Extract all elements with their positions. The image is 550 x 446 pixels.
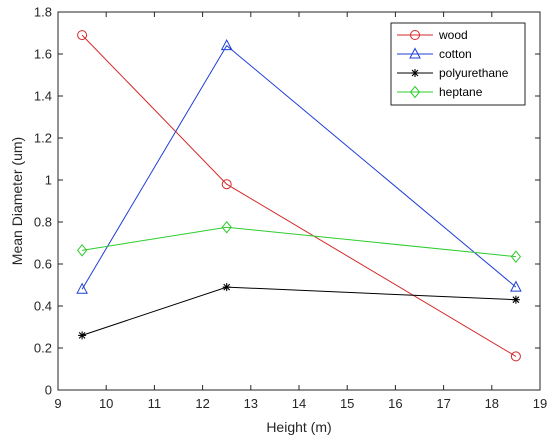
x-tick-label: 16 <box>388 396 402 411</box>
asterisk-stroke <box>512 296 520 304</box>
y-axis-title: Mean Diameter (um) <box>9 137 25 265</box>
data-point-wood <box>77 30 88 41</box>
data-point-heptane <box>221 220 232 234</box>
legend-label-heptane: heptane <box>439 85 483 99</box>
data-point-heptane <box>510 250 522 263</box>
y-tick-label: 0.4 <box>34 299 52 314</box>
series-layer <box>76 30 522 362</box>
data-point-polyurethane <box>511 295 520 304</box>
y-tick-label: 1.4 <box>34 89 52 104</box>
legend-box <box>390 22 526 106</box>
data-point-heptane <box>76 244 88 257</box>
legend-marker-wood <box>410 30 420 40</box>
legend-marker-polyurethane <box>411 69 419 77</box>
data-point-cotton <box>76 282 88 294</box>
x-axis-title: Height (m) <box>266 419 331 435</box>
x-tick-label: 14 <box>292 396 306 411</box>
asterisk-stroke <box>223 283 231 291</box>
asterisk-stroke <box>411 69 419 77</box>
x-tick-label: 10 <box>99 396 113 411</box>
x-tick-label: 9 <box>54 396 61 411</box>
legend: wood cotton polyurethane heptane <box>390 22 526 106</box>
x-tick-label: 13 <box>244 396 258 411</box>
ticks-layer: 9 10 11 12 13 14 15 16 17 18 19 0 0.2 0.4 0.6 0.8 1 1.2 1.… <box>34 5 547 412</box>
y-tick-label: 0.6 <box>34 257 52 272</box>
data-point-cotton <box>510 280 522 292</box>
x-tick-label: 19 <box>533 396 547 411</box>
legend-label-cotton: cotton <box>439 47 472 61</box>
asterisk-stroke <box>78 332 86 339</box>
data-point-wood <box>510 351 521 362</box>
legend-label-wood: wood <box>438 28 468 42</box>
series-line-heptane <box>82 226 516 258</box>
x-tick-label: 18 <box>485 396 499 411</box>
legend-marker-heptane <box>409 85 421 99</box>
data-point-cotton <box>220 39 233 51</box>
y-tick-label: 1 <box>45 173 52 188</box>
x-tick-label: 17 <box>436 396 450 411</box>
y-tick-label: 1.8 <box>34 5 52 20</box>
legend-label-polyurethane: polyurethane <box>439 66 509 80</box>
series-line-wood <box>81 34 517 357</box>
series-line-cotton <box>81 44 517 290</box>
y-tick-label: 0.2 <box>34 341 52 356</box>
data-point-polyurethane <box>222 283 231 292</box>
legend-marker-cotton <box>409 47 421 59</box>
y-tick-label: 1.6 <box>34 47 52 62</box>
y-tick-label: 0.8 <box>34 215 52 230</box>
y-tick-label: 0 <box>45 383 52 398</box>
data-point-wood <box>221 179 232 190</box>
x-tick-label: 15 <box>340 396 354 411</box>
x-tick-label: 12 <box>195 396 209 411</box>
x-tick-label: 11 <box>148 396 162 411</box>
y-tick-label: 1.2 <box>34 131 52 146</box>
data-point-polyurethane <box>78 331 87 340</box>
